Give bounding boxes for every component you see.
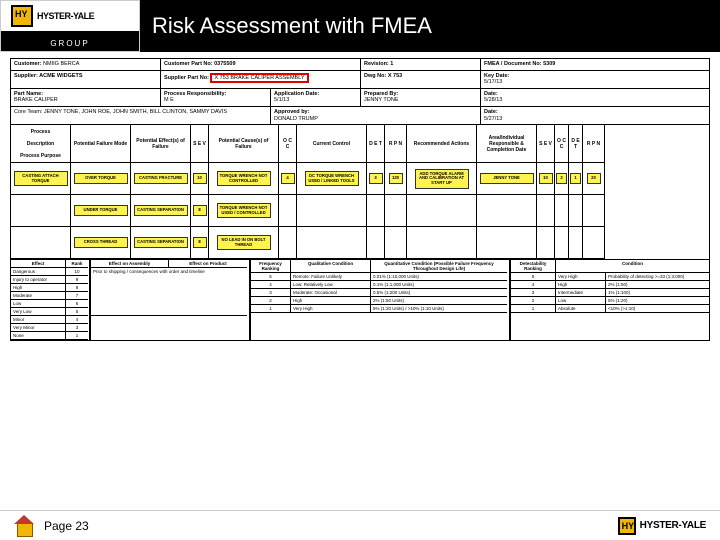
- hd-ctrl: Current Control: [297, 125, 367, 163]
- val-presp: M E: [164, 97, 174, 103]
- lbl-appr: Approved by:: [274, 109, 309, 115]
- hy-icon: [618, 517, 636, 535]
- page-number: Page 23: [44, 519, 89, 533]
- val-date: 5/28/13: [484, 97, 502, 103]
- hd-mode: Potential Failure Mode: [71, 125, 131, 163]
- slide-footer: Page 23 HYSTER-YALE: [0, 510, 720, 540]
- header-bar: HYSTER-YALE GROUP Risk Assessment with F…: [0, 0, 720, 52]
- lbl-pname: Part Name:: [14, 91, 43, 97]
- val-prep: JENNY TONE: [364, 97, 399, 103]
- home-icon[interactable]: [14, 517, 34, 535]
- lbl-presp: Process Responsibility:: [164, 91, 226, 97]
- hy-icon: [11, 5, 33, 27]
- brand-logo: HYSTER-YALE GROUP: [0, 0, 140, 52]
- hd-proc: Process: [13, 129, 68, 135]
- fmea-sheet: Customer: NMIIG BERCA Customer Part No: …: [10, 58, 710, 260]
- slide-title: Risk Assessment with FMEA: [140, 0, 720, 52]
- ranking-tables: EffectRankDangerous10Injury to operator9…: [10, 260, 710, 341]
- lbl-prep: Prepared By:: [364, 91, 398, 97]
- hd-rpn: R P N: [385, 125, 407, 163]
- lbl-date: Date:: [484, 91, 498, 97]
- val-appr: DONALD TRUMP: [274, 116, 318, 122]
- hd-det: D E T: [367, 125, 385, 163]
- val-partno: Customer Part No: 0375509: [161, 59, 361, 70]
- val-keydate: 5/17/13: [484, 79, 502, 85]
- val-dwg: Dwg No: X 753: [361, 71, 481, 88]
- val-team: Core Team: JENNY TONE, JOHN ROE, JOHN SM…: [11, 107, 271, 124]
- footer-logo: HYSTER-YALE: [618, 517, 706, 535]
- val-rev: Revision: 1: [361, 59, 481, 70]
- hd-sev2: S E V: [537, 125, 555, 163]
- fmea-grid: ProcessDescriptionProcess Purpose Potent…: [11, 125, 709, 163]
- hd-det2: D E T: [569, 125, 583, 163]
- val-appd: 5/1/13: [274, 97, 289, 103]
- hd-rpn2: R P N: [583, 125, 605, 163]
- hd-effect: Potential Effect(s) of Failure: [131, 125, 191, 163]
- hd-sev: S E V: [191, 125, 209, 163]
- val-date2: 5/27/13: [484, 116, 502, 122]
- lbl-suppart: Supplier Part No:: [164, 75, 209, 81]
- lbl-date2: Date:: [484, 109, 498, 115]
- lbl-appd: Application Date:: [274, 91, 319, 97]
- val-customer: NMIIG BERCA: [43, 61, 79, 67]
- hd-rec: Recommended Actions: [407, 125, 477, 163]
- brand-sub: GROUP: [1, 39, 139, 48]
- val-pname: BRAKE CALIPER: [14, 97, 58, 103]
- hd-occ2: O C C: [555, 125, 569, 163]
- val-doc: FMEA / Document No: 5309: [481, 59, 709, 70]
- lbl-keydate: Key Date:: [484, 73, 509, 79]
- val-supplier: Supplier: ACME WIDGETS: [11, 71, 161, 88]
- val-suppart: X 753 BRAKE CALIPER ASSEMBLY: [210, 73, 308, 84]
- hd-occ: O C C: [279, 125, 297, 163]
- lbl-customer: Customer:: [14, 61, 42, 67]
- brand-text: HYSTER-YALE: [37, 11, 94, 21]
- hd-cause: Potential Cause(s) of Failure: [209, 125, 279, 163]
